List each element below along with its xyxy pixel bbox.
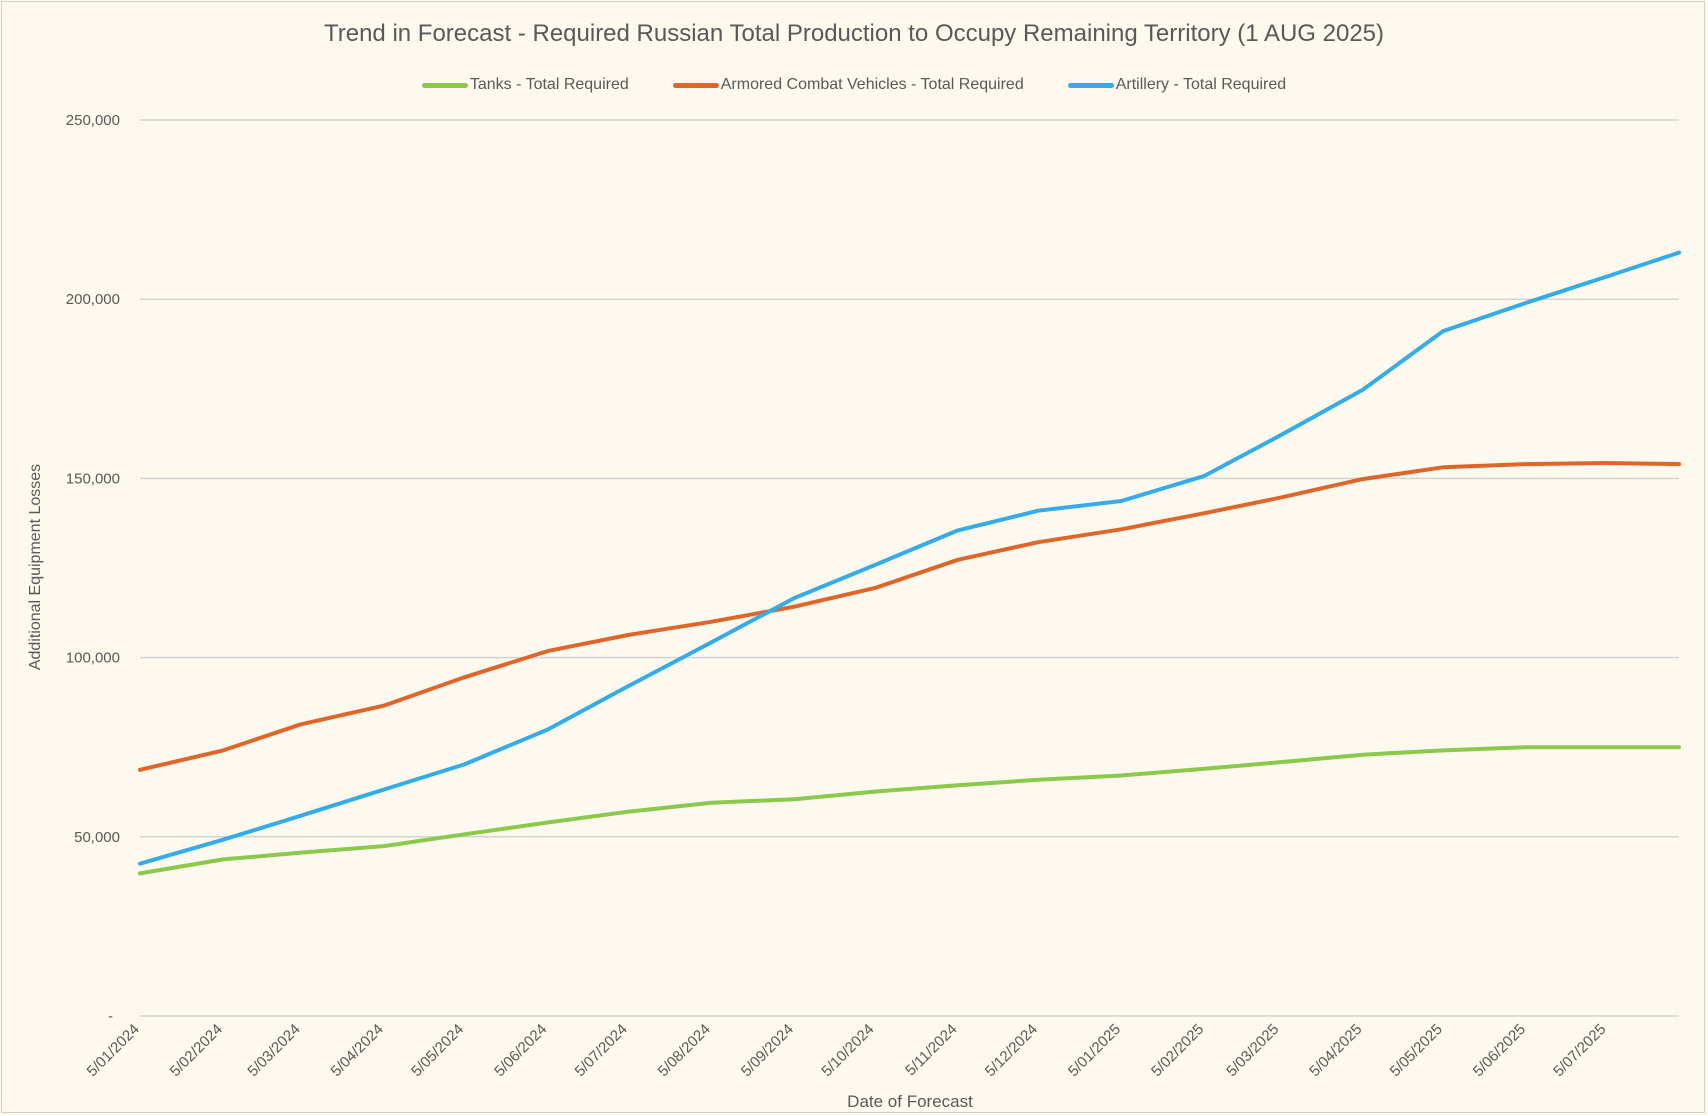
x-tick-label: 5/05/2024 — [408, 1021, 467, 1080]
legend-item-tanks: Tanks - Total Required — [421, 76, 629, 94]
chart-title: Trend in Forecast - Required Russian Tot… — [323, 20, 1385, 47]
legend-item-artillery: Artillery - Total Required — [1067, 76, 1287, 94]
x-tick-label: 5/08/2024 — [655, 1021, 714, 1080]
legend-item-acv: Armored Combat Vehicles - Total Required — [672, 76, 1024, 94]
x-tick-label: 5/05/2025 — [1387, 1021, 1446, 1080]
y-tick-label: 100,000 — [66, 650, 120, 667]
x-tick-label: 5/02/2025 — [1148, 1021, 1207, 1080]
y-tick-label: 50,000 — [74, 829, 120, 846]
legend-label-artillery: Artillery - Total Required — [1115, 76, 1287, 93]
legend: Tanks - Total Required Armored Combat Ve… — [0, 76, 1708, 94]
y-tick-label: 200,000 — [66, 291, 120, 308]
x-tick-label: 5/07/2025 — [1550, 1021, 1609, 1080]
series-line-artillery — [138, 250, 1681, 866]
x-tick-label: 5/11/2024 — [902, 1021, 960, 1079]
x-axis-title: Date of Forecast — [847, 1092, 973, 1111]
legend-label-tanks: Tanks - Total Required — [469, 76, 629, 93]
x-tick-label: 5/03/2024 — [244, 1021, 303, 1080]
series-line-acv — [138, 461, 1681, 772]
x-tick-label: 5/10/2024 — [818, 1021, 877, 1080]
x-tick-label: 5/02/2024 — [167, 1021, 226, 1080]
legend-label-acv: Armored Combat Vehicles - Total Required — [720, 76, 1024, 93]
legend-swatch-acv — [672, 82, 719, 88]
x-tick-label: 5/01/2024 — [84, 1021, 143, 1080]
y-tick-label: 250,000 — [66, 112, 120, 129]
x-tick-label: 5/06/2024 — [491, 1021, 550, 1080]
legend-swatch-tanks — [421, 82, 468, 88]
x-tick-label: 5/06/2025 — [1470, 1021, 1529, 1080]
y-tick-label: - — [108, 1008, 113, 1025]
x-tick-label: 5/07/2024 — [572, 1021, 631, 1080]
x-tick-label: 5/04/2025 — [1306, 1021, 1365, 1080]
x-tick-label: 5/12/2024 — [982, 1021, 1041, 1080]
legend-swatch-artillery — [1067, 82, 1114, 88]
x-tick-label: 5/01/2025 — [1065, 1021, 1124, 1080]
x-tick-label: 5/04/2024 — [328, 1021, 387, 1080]
x-tick-label: 5/03/2025 — [1223, 1021, 1282, 1080]
series-line-tanks — [138, 745, 1681, 876]
y-tick-label: 150,000 — [66, 470, 120, 487]
x-tick-label: 5/09/2024 — [738, 1021, 797, 1080]
